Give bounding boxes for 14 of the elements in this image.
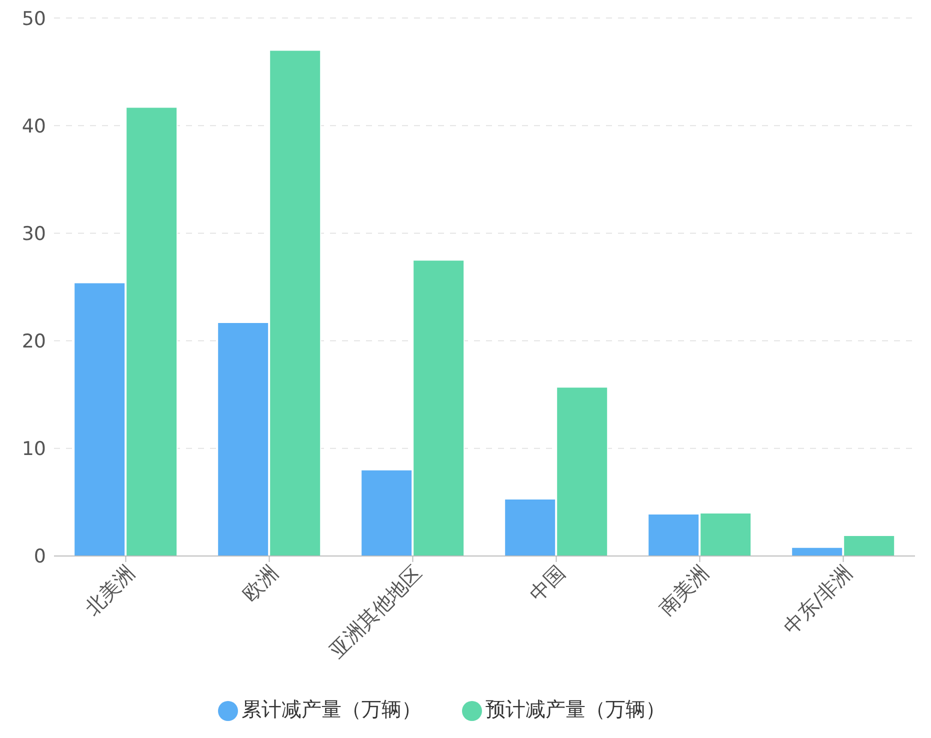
x-tick-label: 欧洲 <box>238 560 283 606</box>
x-tick-label: 南美洲 <box>654 560 714 620</box>
x-tick-label: 亚洲其他地区 <box>324 560 426 662</box>
x-tick-label: 北美洲 <box>80 560 140 620</box>
y-tick-label: 30 <box>22 222 46 245</box>
y-tick-label: 10 <box>22 438 46 460</box>
x-tick-label: 中东/非洲 <box>778 560 857 639</box>
y-tick-label: 40 <box>22 115 46 138</box>
legend-label: 预计减产量（万辆） <box>486 697 666 721</box>
x-tick-label: 中国 <box>524 560 570 606</box>
y-tick-label: 20 <box>22 330 46 353</box>
y-tick-label: 0 <box>34 546 46 568</box>
legend-label: 累计减产量（万辆） <box>242 697 422 721</box>
y-tick-label: 50 <box>22 8 46 30</box>
